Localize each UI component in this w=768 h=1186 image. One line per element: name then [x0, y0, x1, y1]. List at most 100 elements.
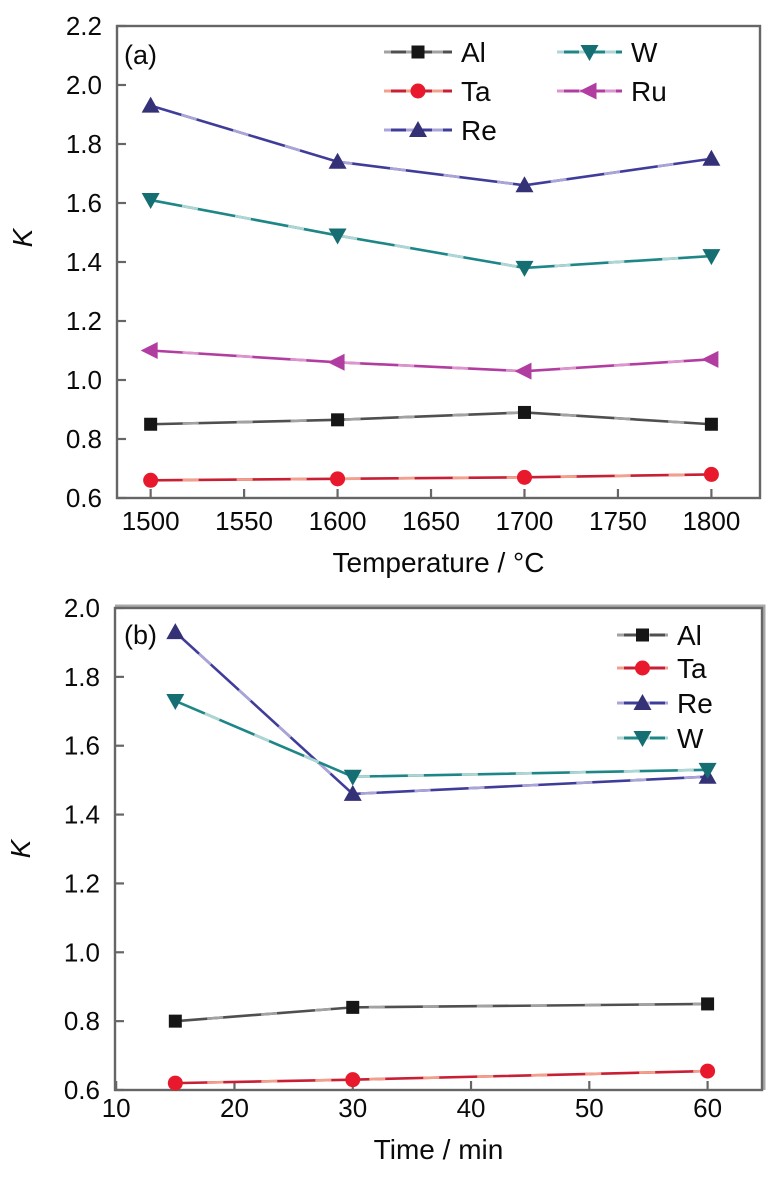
legend-label-Al: Al — [461, 37, 486, 68]
series-Re-line-tint — [150, 104, 712, 187]
series-Re-line — [150, 104, 712, 187]
x-axis-tick-label: 1700 — [496, 506, 554, 536]
chart-a-canvas: 1500 1550 1600 1650 1700 1750 1800 0.6 0.8 1.0 1.2… — [7, 11, 762, 578]
y-axis-tick-label: 1.6 — [64, 731, 100, 761]
series-Re-marker — [141, 96, 160, 113]
legend-marker-Re — [409, 121, 427, 137]
x-axis-tick-label: 1500 — [122, 506, 180, 536]
series-W-marker — [166, 693, 185, 710]
series-Al-marker — [517, 405, 531, 419]
y-axis-tick-label: 1.6 — [66, 188, 102, 218]
y-axis-tick-label: 1.8 — [66, 129, 102, 159]
x-axis-tick-label: 30 — [338, 1093, 367, 1123]
legend-marker-Al — [636, 628, 649, 642]
x-axis-title: Temperature / °C — [333, 547, 545, 578]
series-Re-marker — [328, 152, 347, 169]
series-Ru-marker — [327, 353, 345, 371]
y-axis-tick-label: 2.0 — [64, 593, 100, 623]
series-Re-marker — [702, 149, 721, 166]
y-axis-tick-label: 1.8 — [64, 662, 100, 692]
y-axis-tick-label: 1.4 — [66, 247, 102, 277]
series-Ta-marker — [345, 1072, 361, 1088]
panel-label: (b) — [124, 620, 157, 650]
series-Re-marker — [343, 784, 362, 801]
series-W-line — [150, 198, 712, 270]
series-Ta-marker — [700, 1063, 716, 1079]
series-Al-marker — [346, 1000, 360, 1014]
series-Re-line-tint — [174, 631, 708, 796]
legend-label-Ta: Ta — [461, 76, 491, 107]
x-axis-tick-label: 1750 — [589, 506, 647, 536]
series-Ta-marker — [330, 471, 346, 487]
series-Ta-marker — [167, 1075, 183, 1091]
legend-label-W: W — [677, 723, 704, 754]
y-axis-tick-label: 2.0 — [66, 70, 102, 100]
series-W-marker — [702, 249, 721, 266]
series-Ru-marker — [701, 350, 719, 368]
chart-b: 10 20 30 40 50 60 0.6 0.8 1.0 1.2 1.4 1.6 1.8 2.0 Time… — [0, 585, 768, 1186]
series-Re-line — [174, 631, 708, 796]
y-axis-tick-label: 1.0 — [64, 937, 100, 967]
series-Al-marker — [704, 417, 718, 431]
y-axis-tick-label: 2.2 — [66, 11, 102, 41]
x-axis-tick-label: 1550 — [215, 506, 273, 536]
x-axis-tick-label: 1800 — [682, 506, 740, 536]
x-axis-tick-label: 1650 — [402, 506, 460, 536]
x-axis-tick-label: 10 — [102, 1093, 131, 1123]
series-Al-marker — [701, 997, 715, 1011]
series-Ta-marker — [143, 472, 159, 488]
legend-label-Al: Al — [677, 620, 702, 651]
y-axis-title: K — [5, 838, 36, 858]
y-axis-tick-label: 1.2 — [64, 868, 100, 898]
series-Al-marker — [168, 1014, 182, 1028]
series-W-marker — [515, 260, 534, 277]
series-Ru-line-tint — [150, 349, 712, 373]
legend-marker-Al — [411, 45, 425, 59]
series-W-marker — [698, 762, 717, 779]
y-axis-tick-label: 0.6 — [66, 483, 102, 513]
series-Al-line — [175, 1002, 708, 1023]
plot-frame-highlight — [115, 604, 766, 1090]
series-W-marker — [328, 228, 347, 245]
legend-label-Re: Re — [677, 688, 713, 719]
legend-label-Re: Re — [461, 115, 497, 146]
y-axis-title: K — [7, 227, 38, 247]
series-W-marker — [141, 193, 160, 210]
legend-marker-Ru — [579, 82, 597, 100]
y-axis-tick-label: 0.6 — [64, 1075, 100, 1105]
series-W-line-tint — [150, 198, 712, 270]
legend-label-W: W — [631, 37, 658, 68]
y-axis-tick-label: 1.0 — [66, 365, 102, 395]
series-Ta-marker — [516, 469, 532, 485]
x-axis-tick-label: 1600 — [309, 506, 367, 536]
plot-frame — [113, 606, 764, 1092]
series-Ta-line-tint — [175, 1069, 708, 1085]
legend-marker-W — [580, 45, 599, 61]
series-Re-marker — [166, 623, 185, 640]
series-Ru-line — [150, 349, 712, 373]
y-axis-tick-label: 0.8 — [64, 1006, 100, 1036]
y-axis-tick-label: 1.2 — [66, 306, 102, 336]
series-Ru-marker — [140, 342, 158, 359]
series-Re-marker — [515, 176, 534, 193]
x-axis-title: Time / min — [374, 1134, 504, 1165]
chart-b-canvas: 10 20 30 40 50 60 0.6 0.8 1.0 1.2 1.4 1.6 1.8 2.0 Time… — [5, 593, 766, 1165]
series-Al-line-tint — [175, 1002, 708, 1023]
legend-label-Ta: Ta — [677, 653, 707, 684]
x-axis-tick-label: 20 — [220, 1093, 249, 1123]
x-axis-tick-label: 40 — [457, 1093, 486, 1123]
series-Ta-line-tint — [150, 473, 712, 482]
panel-label: (a) — [124, 40, 157, 70]
y-axis-tick-label: 1.4 — [64, 800, 100, 830]
series-W-marker — [343, 769, 362, 786]
series-Al-marker — [144, 417, 158, 431]
series-Ta-line — [175, 1069, 708, 1085]
legend-marker-Ta — [635, 660, 650, 676]
x-axis-tick-label: 60 — [693, 1093, 722, 1123]
y-axis-tick-label: 0.8 — [66, 424, 102, 454]
series-Ta-marker — [703, 466, 719, 482]
legend-label-Ru: Ru — [631, 76, 667, 107]
legend-marker-Ta — [410, 83, 426, 99]
chart-a: 1500 1550 1600 1650 1700 1750 1800 0.6 0.8 1.0 1.2… — [0, 0, 768, 585]
